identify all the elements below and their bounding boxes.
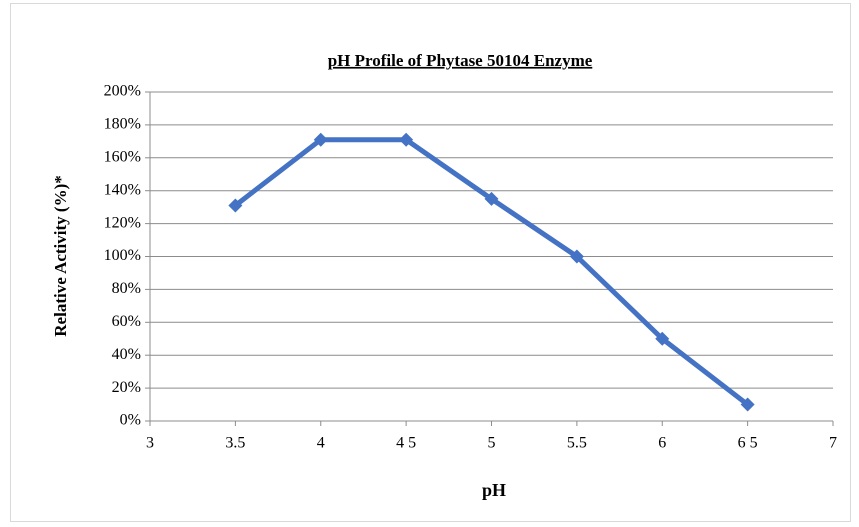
data-point [228,198,243,213]
data-point [313,132,328,147]
y-tick-label: 80% [112,280,141,297]
data-point [655,331,670,346]
x-tick-label: 3 [146,435,154,452]
x-axis-label: pH [482,480,506,500]
y-tick-label: 40% [112,346,141,363]
y-tick-label: 160% [104,148,141,165]
data-point [484,191,499,206]
x-tick-label: 5.5 [567,435,587,452]
x-tick-label: 6 5 [738,435,758,452]
x-tick-label: 4 [317,435,325,452]
x-tick-label: 5 [488,435,496,452]
y-tick-label: 140% [104,181,141,198]
x-tick-label: 4 5 [396,435,416,452]
data-point [740,397,755,412]
y-tick-label: 100% [104,247,141,264]
y-tick-label: 20% [112,379,141,396]
x-tick-label: 3.5 [225,435,245,452]
y-tick-label: 0% [120,412,141,429]
y-tick-label: 120% [104,214,141,231]
y-tick-label: 60% [112,313,141,330]
data-point [399,132,414,147]
chart-title: pH Profile of Phytase 50104 Enzyme [328,51,593,70]
x-tick-label: 6 [658,435,666,452]
data-point [569,249,584,264]
x-tick-label: 7 [829,435,837,452]
y-tick-label: 180% [104,116,141,133]
y-axis-label: Relative Activity (%)* [51,175,70,336]
y-tick-label: 200% [104,83,141,100]
